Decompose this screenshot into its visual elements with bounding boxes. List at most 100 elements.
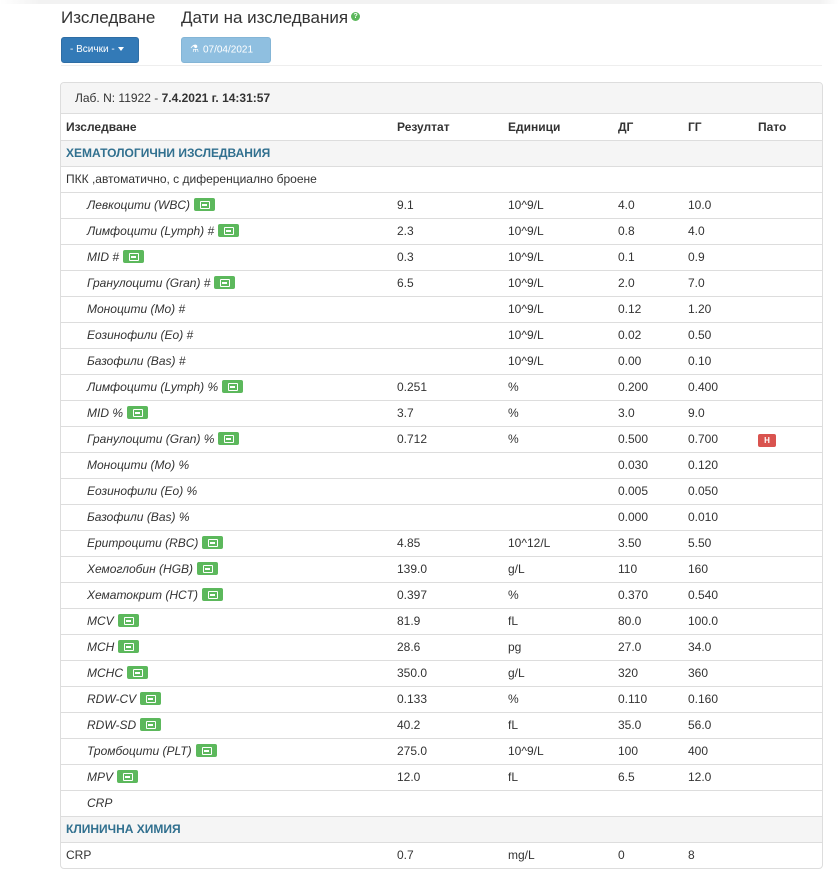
pathology-cell <box>753 789 822 816</box>
unit-cell: fL <box>503 711 613 738</box>
low-limit-cell: 80.0 <box>613 607 683 634</box>
date-select-button[interactable]: ⚗ 07/04/2021 <box>181 37 271 63</box>
unit-cell: 10^9/L <box>503 321 613 348</box>
table-row: RDW-CV 0.133% 0.110 0.160 <box>61 685 822 712</box>
chart-icon[interactable] <box>140 718 162 732</box>
pathology-cell <box>753 581 822 608</box>
unit-cell: 10^9/L <box>503 191 613 218</box>
pathology-cell <box>753 399 822 426</box>
unit-cell: fL <box>503 607 613 634</box>
test-name-cell: CRP <box>61 789 392 816</box>
table-row: Хемоглобин (HGB) 139.0 g/L 110 160 <box>61 555 822 582</box>
low-limit-cell: 0.370 <box>613 581 683 608</box>
chart-icon[interactable] <box>214 276 236 290</box>
high-limit-cell: 100.0 <box>683 607 753 634</box>
question-circle-icon[interactable]: ? <box>351 12 361 21</box>
pathology-cell <box>753 841 822 868</box>
low-limit-cell: 3.50 <box>613 529 683 556</box>
unit-cell: 10^9/L <box>503 217 613 244</box>
unit-cell: g/L <box>503 555 613 582</box>
study-select-button[interactable]: - Всички - <box>61 37 139 63</box>
unit-cell: % <box>503 685 613 712</box>
unit-cell: % <box>503 425 613 452</box>
table-row: Хематокрит (HCT) 0.397% 0.370 0.540 <box>61 581 822 608</box>
test-name-cell: Тромбоцити (PLT) <box>61 737 392 764</box>
low-limit-cell: 4.0 <box>613 191 683 218</box>
table-row: Лимфоцити (Lymph) # 2.3 10^9/L 0.8 4.0 <box>61 217 822 244</box>
high-limit-cell: 10.0 <box>683 191 753 218</box>
test-name: Гранулоцити (Gran) % <box>87 431 215 446</box>
high-limit-cell: 1.20 <box>683 295 753 322</box>
results-panel: Лаб. N: 11922 - 7.4.2021 г. 14:31:57 Изс… <box>60 82 823 869</box>
table-header-row: Изследване Резултат Единици ДГ ГГ Пато <box>61 114 822 140</box>
chart-icon[interactable] <box>218 224 240 238</box>
chart-icon[interactable] <box>127 666 148 680</box>
test-name: Моноцити (Mo) % <box>87 458 190 472</box>
test-name-cell: MCH <box>61 633 392 660</box>
test-name-cell: Гранулоцити (Gran) # <box>61 269 392 296</box>
result-cell: 275.0 <box>392 737 503 764</box>
test-name: Еозинофили (Eo) % <box>87 484 198 498</box>
table-row: MPV 12.0 fL 6.5 12.0 <box>61 763 822 790</box>
chart-icon[interactable] <box>117 770 139 784</box>
caret-down-icon <box>117 47 124 52</box>
high-limit-cell: 0.010 <box>683 503 753 530</box>
chart-icon[interactable] <box>117 614 139 628</box>
chart-icon[interactable] <box>140 692 162 706</box>
chart-icon[interactable] <box>123 250 145 264</box>
high-limit-cell: 5.50 <box>683 529 753 556</box>
table-body: ХЕМАТОЛОГИЧНИ ИЗСЛЕДВАНИЯ ПКК ,автоматич… <box>61 139 822 868</box>
chart-icon[interactable] <box>222 380 244 394</box>
table-row: MID # 0.3 10^9/L 0.1 0.9 <box>61 243 822 270</box>
test-name-cell: Моноцити (Mo) % <box>61 451 392 478</box>
chart-icon[interactable] <box>202 536 224 550</box>
results-table: Изследване Резултат Единици ДГ ГГ Пато Х… <box>61 114 822 868</box>
unit-cell: 10^12/L <box>503 529 613 556</box>
chart-icon[interactable] <box>195 744 217 758</box>
result-cell: 6.5 <box>392 269 503 296</box>
chart-icon[interactable] <box>194 198 216 212</box>
test-name: Еритроцити (RBC) <box>87 535 199 550</box>
top-strip <box>0 0 839 4</box>
pathology-cell <box>753 243 822 270</box>
low-limit-cell <box>613 789 683 816</box>
result-cell: 0.712 <box>392 425 503 452</box>
table-row: Моноцити (Mo) % 0.030 0.120 <box>61 451 822 478</box>
unit-cell: % <box>503 581 613 608</box>
panel-heading: Лаб. N: 11922 - 7.4.2021 г. 14:31:57 <box>61 83 822 114</box>
result-cell: 81.9 <box>392 607 503 634</box>
result-cell <box>392 321 503 348</box>
test-name-cell: Базофили (Bas) % <box>61 503 392 530</box>
pathology-cell <box>753 373 822 400</box>
high-limit-cell: 0.50 <box>683 321 753 348</box>
dates-filter-label: Дати на изследвания <box>181 8 349 27</box>
result-cell <box>392 477 503 504</box>
chart-icon[interactable] <box>118 640 140 654</box>
chart-icon[interactable] <box>218 432 240 446</box>
test-name-cell: Лимфоцити (Lymph) # <box>61 217 392 244</box>
chart-icon[interactable] <box>127 406 148 420</box>
high-limit-cell: 0.120 <box>683 451 753 478</box>
pathology-cell <box>753 529 822 556</box>
result-cell <box>392 295 503 322</box>
header-result: Резултат <box>397 119 450 134</box>
chart-icon[interactable] <box>197 562 219 576</box>
section-row-hematology: ХЕМАТОЛОГИЧНИ ИЗСЛЕДВАНИЯ <box>61 139 822 166</box>
unit-cell: 10^9/L <box>503 243 613 270</box>
high-limit-cell: 12.0 <box>683 763 753 790</box>
test-name-cell: MPV <box>61 763 392 790</box>
test-name-cell: RDW-CV <box>61 685 392 712</box>
date-select-label: 07/04/2021 <box>202 44 254 56</box>
test-name-cell: Хемоглобин (HGB) <box>61 555 392 582</box>
high-flag-badge: H <box>758 433 776 447</box>
pathology-cell <box>753 711 822 738</box>
table-row: MID % 3.7% 3.0 9.0 <box>61 399 822 426</box>
test-name-cell: Лимфоцити (Lymph) % <box>61 373 392 400</box>
low-limit-cell: 27.0 <box>613 633 683 660</box>
unit-cell: g/L <box>503 659 613 686</box>
unit-cell: mg/L <box>503 841 613 868</box>
test-name: MCH <box>87 639 115 654</box>
chart-icon[interactable] <box>201 588 223 602</box>
unit-cell <box>503 503 613 530</box>
filters-divider <box>61 65 822 66</box>
